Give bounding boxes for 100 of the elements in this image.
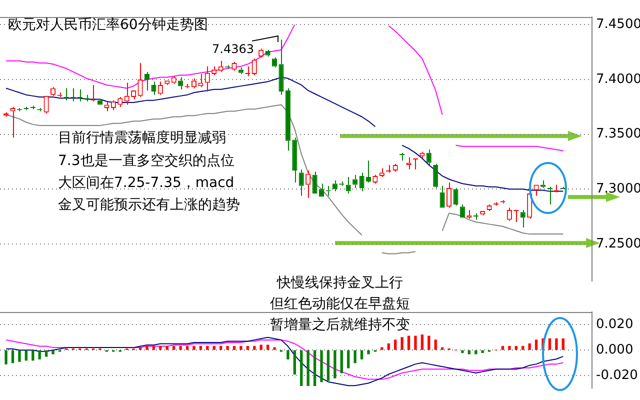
bar (273, 347, 276, 350)
candlestick (285, 88, 290, 152)
annotation: 7.3也是一直多空交织的点位 (58, 152, 234, 170)
bar (24, 350, 28, 361)
bar (334, 350, 336, 378)
bar (528, 343, 531, 350)
bar (400, 337, 404, 350)
bar (232, 346, 236, 350)
bar (387, 343, 390, 350)
candlestick (480, 211, 486, 216)
candlestick (352, 174, 358, 189)
bar (320, 350, 323, 382)
candlestick (292, 137, 298, 184)
bar (306, 350, 310, 386)
candlestick (426, 149, 432, 166)
candlestick (44, 96, 49, 114)
candlestick (204, 66, 210, 92)
bar (562, 338, 564, 350)
bar (166, 346, 168, 350)
candlestick (178, 76, 184, 90)
annotation: 金叉可能预示还有上涨的趋势 (58, 196, 240, 214)
candlestick (10, 106, 16, 138)
bar (206, 346, 209, 350)
candlestick (252, 58, 257, 76)
bar (380, 347, 384, 350)
bar (11, 350, 14, 364)
annotation: 但红色动能仅在早盘短 (269, 295, 411, 313)
bar (186, 346, 189, 350)
bar (394, 340, 397, 350)
bar (514, 346, 518, 350)
y-tick-label: -0.020 (596, 368, 638, 383)
candlestick (359, 172, 364, 192)
bar (522, 346, 524, 350)
candlestick (238, 66, 244, 75)
bar (159, 346, 162, 350)
annotation: 目前行情震荡幅度明显减弱 (58, 129, 226, 147)
candlestick (138, 62, 143, 98)
bar (172, 346, 176, 350)
bar (286, 350, 290, 360)
bar (367, 350, 370, 354)
bar (219, 346, 222, 350)
bar (501, 346, 504, 350)
bar (360, 350, 364, 360)
bar (4, 350, 8, 364)
annotation: 快慢线保持金叉上行 (276, 274, 404, 292)
bar (199, 346, 202, 350)
bar (266, 344, 270, 350)
candlestick (332, 180, 338, 192)
bar (146, 346, 148, 350)
y-tick-label: 0.000 (596, 342, 634, 358)
bar (440, 347, 444, 350)
bar (192, 346, 196, 350)
candlestick (104, 100, 110, 112)
bar (534, 340, 538, 350)
bar (179, 346, 182, 350)
candlestick (534, 184, 539, 196)
chart-title: 欧元对人民币汇率60分钟走势图 (8, 16, 208, 34)
y-tick-label: 0.020 (596, 317, 634, 332)
bar (152, 346, 156, 350)
bar (138, 347, 142, 350)
bar (414, 336, 417, 350)
bar (246, 346, 250, 350)
bar (407, 336, 410, 350)
bar (253, 346, 256, 350)
bar (300, 350, 303, 386)
candlestick (446, 182, 452, 208)
candlestick (440, 185, 445, 208)
bar (420, 334, 424, 350)
bar (38, 350, 41, 360)
bar (347, 350, 350, 368)
bar (508, 346, 511, 350)
candlestick (151, 81, 156, 96)
candlestick (158, 81, 163, 96)
bar (428, 336, 430, 350)
bar (32, 350, 34, 361)
bar (555, 338, 558, 350)
candlestick (164, 80, 170, 86)
bar (313, 350, 316, 386)
candlestick (298, 168, 304, 196)
bar (18, 350, 21, 362)
bar (260, 344, 262, 350)
bar (434, 340, 437, 350)
annotation: 大区间在7.25-7.35，macd (58, 174, 234, 192)
bar (548, 338, 552, 350)
candlestick (278, 39, 284, 96)
bar (240, 346, 242, 350)
bar (212, 346, 216, 350)
bar (293, 350, 296, 375)
annotation: 7.4363 (212, 42, 254, 56)
candlestick (312, 171, 318, 194)
candlestick (379, 168, 384, 178)
bar (226, 346, 229, 350)
bar (354, 350, 356, 364)
candlestick (306, 170, 311, 198)
candlestick (506, 207, 512, 222)
candlestick (346, 176, 351, 194)
candlestick (171, 76, 176, 84)
bar (340, 350, 343, 374)
bar (52, 350, 54, 354)
bar (326, 350, 330, 381)
